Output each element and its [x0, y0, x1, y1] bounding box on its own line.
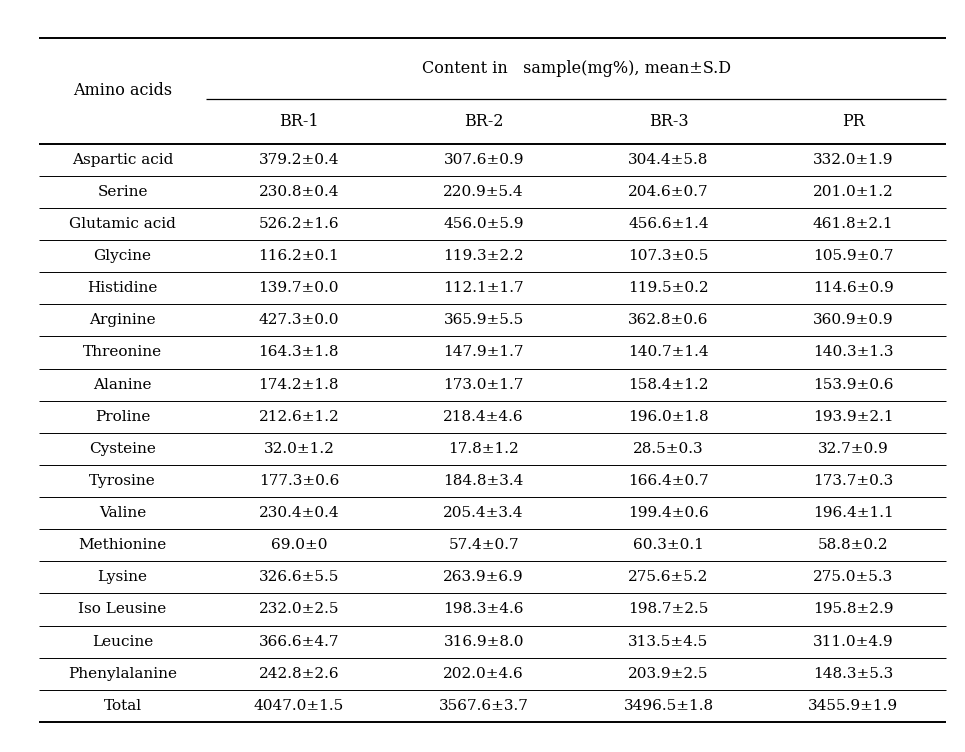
Text: 140.3±1.3: 140.3±1.3	[813, 345, 894, 359]
Text: 304.4±5.8: 304.4±5.8	[628, 153, 708, 167]
Text: 174.2±1.8: 174.2±1.8	[259, 378, 339, 392]
Text: 28.5±0.3: 28.5±0.3	[633, 442, 703, 456]
Text: 332.0±1.9: 332.0±1.9	[813, 153, 894, 167]
Text: 427.3±0.0: 427.3±0.0	[259, 314, 339, 327]
Text: BR-3: BR-3	[648, 113, 688, 130]
Text: 316.9±8.0: 316.9±8.0	[443, 635, 524, 649]
Text: 173.0±1.7: 173.0±1.7	[444, 378, 524, 392]
Text: 69.0±0: 69.0±0	[270, 538, 327, 552]
Text: 263.9±6.9: 263.9±6.9	[443, 570, 524, 584]
Text: 202.0±4.6: 202.0±4.6	[443, 667, 524, 681]
Text: 153.9±0.6: 153.9±0.6	[813, 378, 894, 392]
Text: 166.4±0.7: 166.4±0.7	[628, 474, 708, 488]
Text: 230.4±0.4: 230.4±0.4	[259, 506, 339, 520]
Text: 196.0±1.8: 196.0±1.8	[628, 410, 708, 423]
Text: 212.6±1.2: 212.6±1.2	[259, 410, 340, 423]
Text: 313.5±4.5: 313.5±4.5	[628, 635, 708, 649]
Text: 3496.5±1.8: 3496.5±1.8	[623, 699, 713, 713]
Text: 362.8±0.6: 362.8±0.6	[628, 314, 708, 327]
Text: Tyrosine: Tyrosine	[89, 474, 156, 488]
Text: 379.2±0.4: 379.2±0.4	[259, 153, 339, 167]
Text: Lysine: Lysine	[97, 570, 148, 584]
Text: Histidine: Histidine	[87, 281, 157, 296]
Text: 32.7±0.9: 32.7±0.9	[818, 442, 889, 456]
Text: 3455.9±1.9: 3455.9±1.9	[809, 699, 898, 713]
Text: Content in   sample(mg%), mean±S.D: Content in sample(mg%), mean±S.D	[422, 60, 731, 77]
Text: 105.9±0.7: 105.9±0.7	[813, 249, 894, 263]
Text: 177.3±0.6: 177.3±0.6	[259, 474, 339, 488]
Text: 4047.0±1.5: 4047.0±1.5	[254, 699, 344, 713]
Text: 201.0±1.2: 201.0±1.2	[813, 185, 894, 199]
Text: BR-2: BR-2	[464, 113, 504, 130]
Text: 112.1±1.7: 112.1±1.7	[443, 281, 524, 296]
Text: 148.3±5.3: 148.3±5.3	[813, 667, 894, 681]
Text: 139.7±0.0: 139.7±0.0	[259, 281, 339, 296]
Text: 119.3±2.2: 119.3±2.2	[443, 249, 524, 263]
Text: 230.8±0.4: 230.8±0.4	[259, 185, 339, 199]
Text: Serine: Serine	[97, 185, 148, 199]
Text: 147.9±1.7: 147.9±1.7	[443, 345, 524, 359]
Text: 307.6±0.9: 307.6±0.9	[443, 153, 524, 167]
Text: Phenylalanine: Phenylalanine	[68, 667, 177, 681]
Text: 17.8±1.2: 17.8±1.2	[449, 442, 519, 456]
Text: 3567.6±3.7: 3567.6±3.7	[439, 699, 529, 713]
Text: 275.0±5.3: 275.0±5.3	[813, 570, 894, 584]
Text: 203.9±2.5: 203.9±2.5	[628, 667, 708, 681]
Text: Alanine: Alanine	[94, 378, 152, 392]
Text: Aspartic acid: Aspartic acid	[71, 153, 173, 167]
Text: 198.7±2.5: 198.7±2.5	[628, 602, 708, 617]
Text: 242.8±2.6: 242.8±2.6	[259, 667, 339, 681]
Text: 204.6±0.7: 204.6±0.7	[628, 185, 708, 199]
Text: Glutamic acid: Glutamic acid	[69, 217, 176, 231]
Text: 173.7±0.3: 173.7±0.3	[813, 474, 894, 488]
Text: 275.6±5.2: 275.6±5.2	[628, 570, 708, 584]
Text: 218.4±4.6: 218.4±4.6	[443, 410, 524, 423]
Text: 107.3±0.5: 107.3±0.5	[628, 249, 708, 263]
Text: Valine: Valine	[98, 506, 146, 520]
Text: 58.8±0.2: 58.8±0.2	[818, 538, 889, 552]
Text: Arginine: Arginine	[89, 314, 155, 327]
Text: 114.6±0.9: 114.6±0.9	[813, 281, 894, 296]
Text: 220.9±5.4: 220.9±5.4	[443, 185, 524, 199]
Text: 456.6±1.4: 456.6±1.4	[628, 217, 708, 231]
Text: Proline: Proline	[95, 410, 151, 423]
Text: 456.0±5.9: 456.0±5.9	[443, 217, 524, 231]
Text: Total: Total	[103, 699, 142, 713]
Text: Threonine: Threonine	[83, 345, 162, 359]
Text: 60.3±0.1: 60.3±0.1	[633, 538, 703, 552]
Text: 311.0±4.9: 311.0±4.9	[813, 635, 894, 649]
Text: 119.5±0.2: 119.5±0.2	[628, 281, 708, 296]
Text: Iso Leusine: Iso Leusine	[78, 602, 167, 617]
Text: 195.8±2.9: 195.8±2.9	[813, 602, 894, 617]
Text: 526.2±1.6: 526.2±1.6	[259, 217, 339, 231]
Text: 158.4±1.2: 158.4±1.2	[628, 378, 708, 392]
Text: 57.4±0.7: 57.4±0.7	[449, 538, 519, 552]
Text: 366.6±4.7: 366.6±4.7	[259, 635, 339, 649]
Text: 198.3±4.6: 198.3±4.6	[443, 602, 524, 617]
Text: 184.8±3.4: 184.8±3.4	[444, 474, 524, 488]
Text: 196.4±1.1: 196.4±1.1	[813, 506, 894, 520]
Text: Cysteine: Cysteine	[89, 442, 156, 456]
Text: Amino acids: Amino acids	[73, 82, 172, 99]
Text: 199.4±0.6: 199.4±0.6	[628, 506, 709, 520]
Text: PR: PR	[841, 113, 865, 130]
Text: 140.7±1.4: 140.7±1.4	[628, 345, 708, 359]
Text: 232.0±2.5: 232.0±2.5	[259, 602, 339, 617]
Text: Glycine: Glycine	[94, 249, 152, 263]
Text: 205.4±3.4: 205.4±3.4	[443, 506, 524, 520]
Text: BR-1: BR-1	[279, 113, 318, 130]
Text: 32.0±1.2: 32.0±1.2	[263, 442, 334, 456]
Text: 365.9±5.5: 365.9±5.5	[444, 314, 524, 327]
Text: 193.9±2.1: 193.9±2.1	[813, 410, 894, 423]
Text: 164.3±1.8: 164.3±1.8	[259, 345, 339, 359]
Text: 326.6±5.5: 326.6±5.5	[259, 570, 339, 584]
Text: 360.9±0.9: 360.9±0.9	[813, 314, 894, 327]
Text: Leucine: Leucine	[92, 635, 153, 649]
Text: 116.2±0.1: 116.2±0.1	[259, 249, 340, 263]
Text: 461.8±2.1: 461.8±2.1	[813, 217, 894, 231]
Text: Methionine: Methionine	[78, 538, 167, 552]
